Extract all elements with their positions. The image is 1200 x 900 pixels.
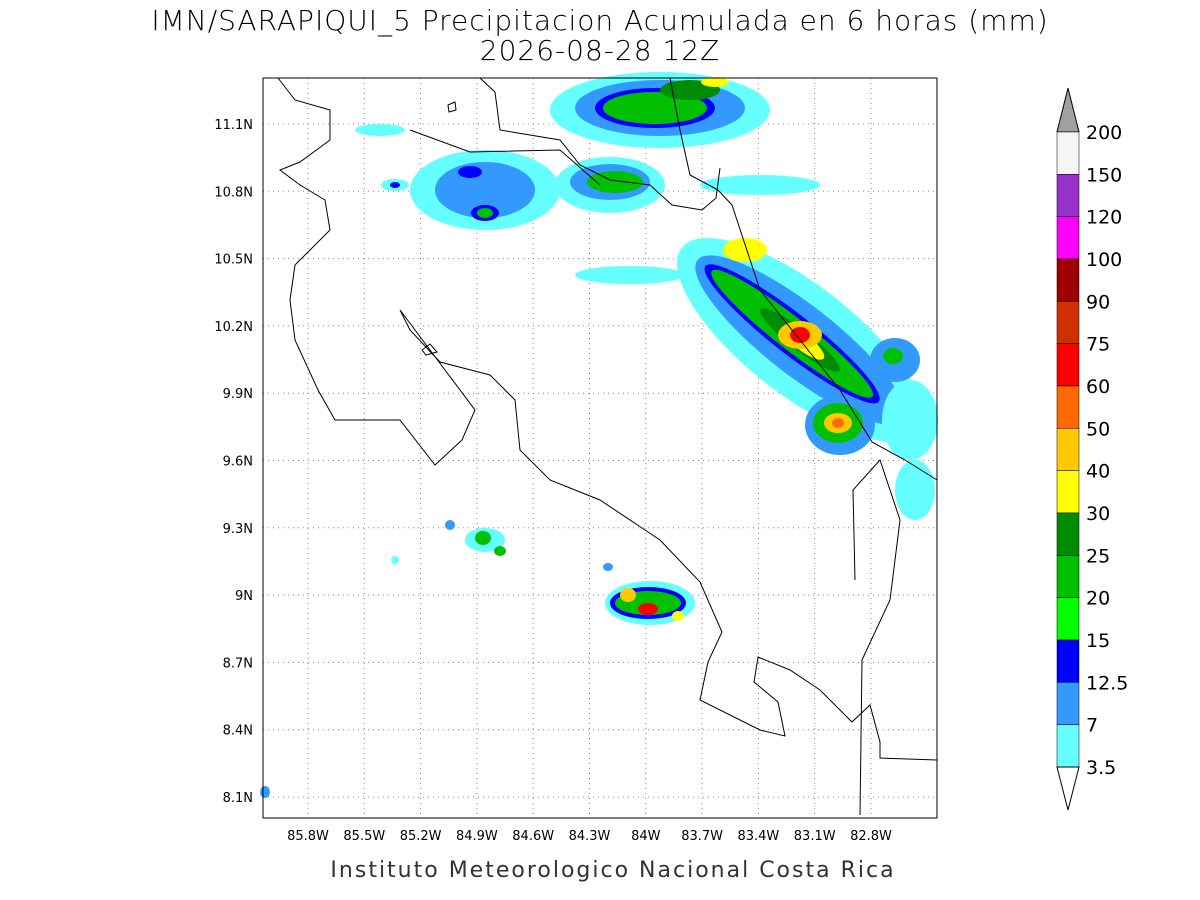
colorbar-box [1056,385,1080,429]
colorbar-label: 3.5 [1086,757,1116,779]
colorbar-box [1056,174,1080,217]
colorbar-label: 15 [1086,630,1110,652]
colorbar-label: 100 [1086,249,1122,271]
colorbar-label: 40 [1086,461,1110,483]
lon-label: 85.2W [400,829,442,844]
lon-label: 84.9W [456,829,498,844]
colorbar-label: 25 [1086,545,1110,567]
colorbar-box [1056,428,1080,471]
colorbar-label: 50 [1086,418,1110,440]
title: IMN/SARAPIQUI_5 Precipitacion Acumulada … [151,4,1048,38]
colorbar-label: 12.5 [1086,672,1128,694]
lat-label: 8.1N [223,791,253,806]
colorbar-box [1056,131,1080,175]
footer: Instituto Meteorologico Nacional Costa R… [330,858,895,883]
lat-label: 9N [235,589,253,604]
colorbar-label: 30 [1086,503,1110,525]
colorbar-box [1056,555,1080,598]
colorbar-box [1056,216,1080,260]
colorbar-label: 120 [1086,207,1122,229]
colorbar-box [1056,682,1080,725]
lon-label: 83.7W [681,829,723,844]
colorbar-label: 150 [1086,164,1122,186]
colorbar-label: 20 [1086,588,1110,610]
colorbar: 200 150 120 100 90 75 60 50 40 30 25 20 15 12.5 7 3.5 [1056,87,1128,811]
lon-label: 85.8W [287,829,329,844]
colorbar-box [1056,639,1080,683]
map-frame [262,77,938,819]
lon-label: 85.5W [343,829,385,844]
lat-label: 10.8N [214,185,253,200]
lon-label: 84W [631,829,661,844]
lon-label: 83.1W [794,829,836,844]
lon-label: 82.8W [850,829,892,844]
grid [263,78,937,818]
colorbar-box [1056,724,1080,768]
colorbar-label: 75 [1086,334,1110,356]
colorbar-box [1056,597,1080,641]
lat-label: 9.6N [223,455,253,470]
colorbar-box [1056,470,1080,514]
colorbar-under [1056,766,1080,811]
subtitle: 2026-08-28 12Z [480,34,720,67]
lat-label: 9.9N [223,387,253,402]
colorbar-label: 200 [1086,122,1122,144]
colorbar-label: 90 [1086,291,1110,313]
lat-label: 10.2N [214,320,253,335]
lat-label: 8.4N [223,724,253,739]
coastlines [277,77,938,816]
lat-label: 9.3N [223,522,253,537]
lon-label: 84.3W [569,829,611,844]
colorbar-label: 60 [1086,376,1110,398]
lat-label: 10.5N [214,253,253,268]
colorbar-over [1056,87,1080,133]
colorbar-label: 7 [1086,715,1098,737]
colorbar-box [1056,301,1080,344]
lon-label: 83.4W [737,829,779,844]
lat-label: 11.1N [214,118,253,133]
precipitation [260,72,938,798]
colorbar-box [1056,512,1080,556]
lat-label: 8.7N [223,656,253,671]
colorbar-box [1056,343,1080,387]
lon-label: 84.6W [512,829,554,844]
colorbar-box [1056,258,1080,302]
